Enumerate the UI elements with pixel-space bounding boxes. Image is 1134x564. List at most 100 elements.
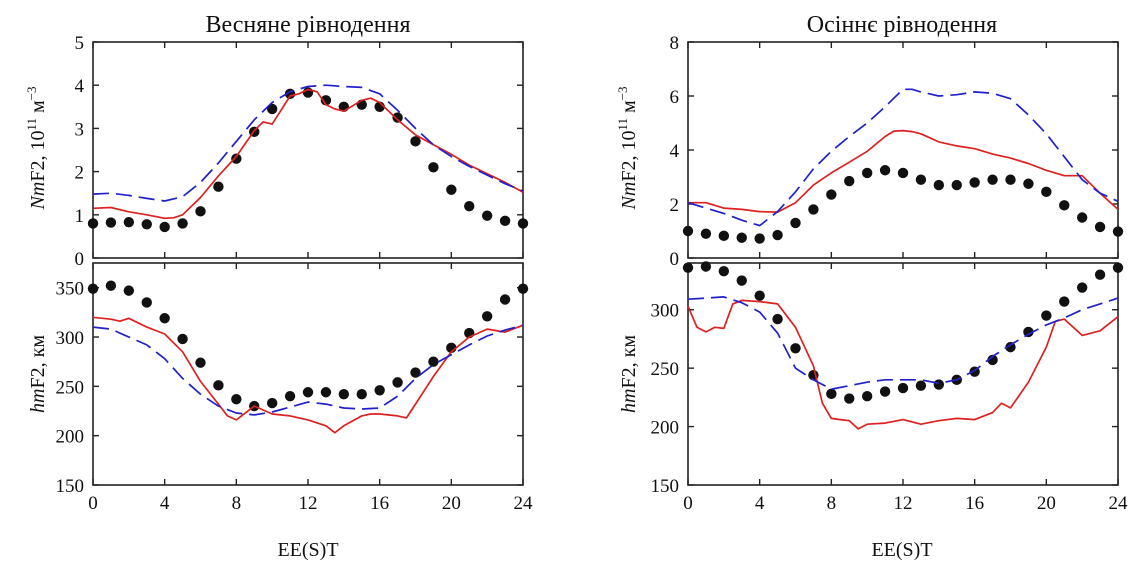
data-point xyxy=(879,165,891,176)
data-point xyxy=(897,167,909,179)
data-point xyxy=(428,162,439,173)
data-point xyxy=(915,174,927,185)
data-point xyxy=(392,377,403,388)
panel-autumn-hmf2: 0 4 8 12 16 20 24 150 200 250 300 xyxy=(651,261,1129,514)
y-tick-label: 350 xyxy=(56,279,85,300)
data-point xyxy=(141,219,152,230)
data-point xyxy=(213,380,224,391)
data-point xyxy=(718,230,730,242)
data-point xyxy=(844,175,855,187)
series-line-solid xyxy=(92,316,524,434)
y-tick-label: 300 xyxy=(56,328,85,349)
data-point xyxy=(499,294,511,305)
data-point xyxy=(754,233,765,244)
data-point xyxy=(682,262,694,273)
data-point xyxy=(772,313,783,325)
y-tick-label: 0 xyxy=(75,249,85,270)
plot-frame xyxy=(92,41,524,259)
data-point xyxy=(266,103,278,115)
data-point xyxy=(356,389,367,400)
x-tick-label: 20 xyxy=(1037,493,1056,514)
y-tick-label: 200 xyxy=(56,427,85,448)
data-point xyxy=(736,275,747,286)
data-point xyxy=(1076,212,1088,223)
data-point xyxy=(410,136,421,147)
data-point xyxy=(879,386,891,397)
y-tick-label: 200 xyxy=(651,418,680,439)
data-point xyxy=(284,391,296,402)
x-tick-label: 16 xyxy=(370,493,389,514)
data-point xyxy=(933,179,945,191)
data-point xyxy=(772,229,783,241)
x-tick-label: 0 xyxy=(88,493,98,514)
series-dots xyxy=(682,165,1124,244)
data-point xyxy=(320,387,332,398)
series-line-solid xyxy=(92,88,524,220)
y-tick-label: 0 xyxy=(670,249,680,270)
data-point xyxy=(700,228,712,239)
data-point xyxy=(1112,262,1124,273)
data-point xyxy=(951,179,962,191)
data-point xyxy=(410,367,421,378)
data-point xyxy=(1112,226,1124,237)
data-point xyxy=(790,343,801,354)
data-point xyxy=(826,189,837,200)
data-point xyxy=(1094,269,1106,280)
data-point xyxy=(159,313,170,324)
data-point xyxy=(213,181,224,192)
data-point xyxy=(826,388,837,400)
data-point xyxy=(320,95,332,106)
ylabel-hmf2-left: hmF2, км xyxy=(27,335,49,413)
data-point xyxy=(1059,200,1070,211)
data-point xyxy=(517,283,529,294)
data-point xyxy=(446,184,457,195)
data-point xyxy=(481,210,493,221)
data-point xyxy=(87,283,99,294)
data-point xyxy=(87,218,99,229)
y-tick-label: 2 xyxy=(75,163,85,184)
y-tick-label: 300 xyxy=(651,301,680,322)
x-tick-label: 16 xyxy=(965,493,984,514)
data-point xyxy=(897,382,909,394)
series-line-solid xyxy=(688,129,1119,213)
data-point xyxy=(933,379,945,390)
data-point xyxy=(861,167,873,179)
series-line-dashed xyxy=(687,296,1119,391)
data-point xyxy=(861,391,873,402)
series-line-dashed xyxy=(92,324,524,416)
y-tick-label: 150 xyxy=(56,476,85,497)
data-point xyxy=(428,356,439,367)
x-tick-label: 12 xyxy=(299,493,318,514)
y-tick-label: 150 xyxy=(651,476,680,497)
x-tick-label: 24 xyxy=(1109,493,1129,514)
x-tick-label: 4 xyxy=(755,493,765,514)
data-point xyxy=(987,354,998,366)
data-point xyxy=(1059,296,1070,307)
ylabel-nmf2-left: NmF2, 1011 м−3 xyxy=(24,87,49,211)
panel-spring-nmf2: 0 1 2 3 4 5 xyxy=(75,33,529,270)
data-point xyxy=(754,290,765,301)
data-point xyxy=(123,216,135,228)
x-tick-label: 4 xyxy=(160,493,170,514)
data-point xyxy=(481,311,493,322)
x-tick-label: 12 xyxy=(894,493,913,514)
y-tick-label: 4 xyxy=(670,141,680,162)
plot-frame xyxy=(92,262,524,486)
data-point xyxy=(808,204,819,215)
plot-frame xyxy=(687,41,1119,259)
data-point xyxy=(195,206,206,217)
series-dots xyxy=(682,261,1124,404)
data-point xyxy=(1005,174,1016,185)
data-point xyxy=(159,221,170,233)
y-tick-label: 4 xyxy=(75,76,85,97)
data-point xyxy=(1041,186,1052,198)
ylabel-hmf2-right: hmF2, км xyxy=(618,335,640,413)
data-point xyxy=(302,387,314,398)
y-tick-label: 5 xyxy=(75,33,85,54)
xlabel-left: EE(S)T xyxy=(277,539,338,561)
data-point xyxy=(338,389,350,400)
data-point xyxy=(1076,282,1088,293)
data-point xyxy=(374,385,385,396)
panel-autumn-nmf2: 0 2 4 6 8 xyxy=(670,33,1124,270)
